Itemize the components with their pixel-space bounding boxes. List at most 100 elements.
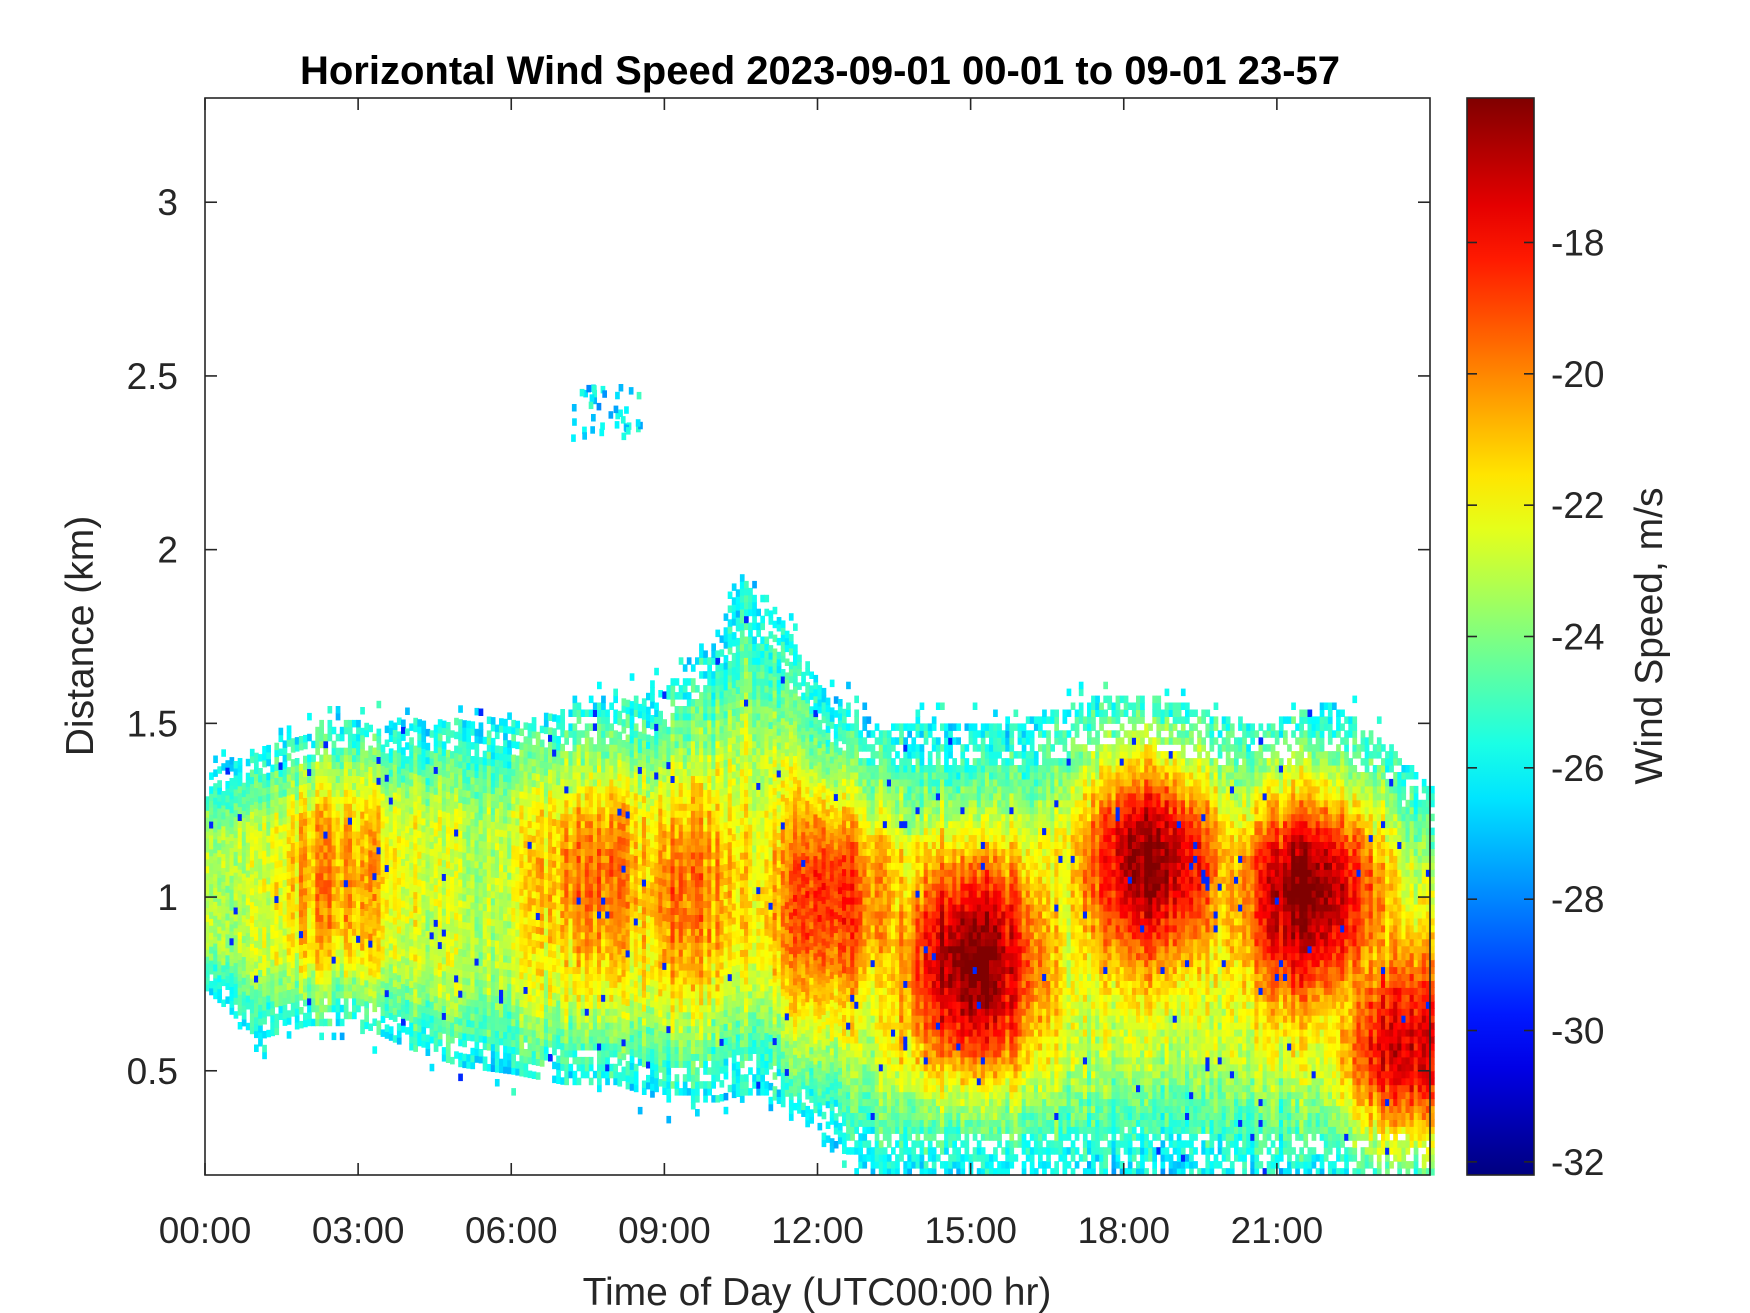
heatmap-cell <box>425 895 431 904</box>
heatmap-cell <box>450 834 455 842</box>
heatmap-cell <box>323 893 329 902</box>
heatmap-cell <box>262 1003 267 1011</box>
heatmap-cell <box>531 800 537 808</box>
heatmap-cell <box>380 911 386 919</box>
heatmap-cell <box>229 798 235 807</box>
heatmap-cell <box>588 1015 594 1023</box>
heatmap-cell <box>303 853 308 861</box>
heatmap-cell <box>360 866 365 875</box>
heatmap-cell <box>543 976 549 985</box>
heatmap-cell <box>625 866 631 874</box>
heatmap-cell <box>364 903 369 911</box>
heatmap-cell <box>347 803 353 811</box>
heatmap-cell <box>266 751 271 760</box>
heatmap-cell <box>564 994 569 1002</box>
heatmap-cell <box>499 912 504 921</box>
heatmap-cell <box>401 1018 406 1026</box>
heatmap-cell <box>274 784 280 792</box>
heatmap-cell <box>458 885 463 894</box>
heatmap-cell <box>503 1017 508 1025</box>
heatmap-cell <box>535 898 541 907</box>
heatmap-cell <box>454 919 459 927</box>
heatmap-cell <box>388 984 394 993</box>
heatmap-cell <box>556 742 561 751</box>
heatmap-cell <box>605 1043 610 1051</box>
heatmap-cell <box>641 920 647 929</box>
heatmap-cell <box>605 709 610 717</box>
heatmap-cell <box>548 873 553 881</box>
heatmap-cell <box>241 817 247 825</box>
heatmap-cell <box>650 777 655 786</box>
heatmap-cell <box>445 784 451 792</box>
heatmap-cell <box>490 779 496 788</box>
heatmap-cell <box>323 768 329 776</box>
heatmap-cell <box>343 956 349 964</box>
heatmap-cell <box>311 872 316 881</box>
heatmap-cell <box>584 862 590 870</box>
heatmap-cell <box>339 921 345 929</box>
heatmap-cell <box>601 792 606 801</box>
heatmap-cell <box>266 828 271 836</box>
heatmap-cell <box>633 1022 639 1030</box>
heatmap-cell <box>568 799 574 808</box>
heatmap-cell <box>323 789 329 797</box>
heatmap-cell <box>572 883 578 891</box>
heatmap-cell <box>274 985 280 994</box>
heatmap-cell <box>499 808 504 816</box>
heatmap-cell <box>601 758 606 766</box>
heatmap-cell <box>368 981 373 990</box>
heatmap-cell <box>384 989 390 998</box>
heatmap-cell <box>343 803 349 811</box>
heatmap-cell <box>458 969 463 977</box>
heatmap-cell <box>543 830 549 839</box>
heatmap-cell <box>523 1007 529 1015</box>
heatmap-cell <box>417 753 422 762</box>
heatmap-cell <box>470 756 476 764</box>
heatmap-cell <box>494 1030 500 1038</box>
heatmap-cell <box>388 804 394 812</box>
heatmap-cell <box>392 722 398 730</box>
heatmap-cell <box>294 744 300 752</box>
heatmap-cell <box>213 804 218 812</box>
heatmap-cell <box>543 761 549 769</box>
heatmap-cell <box>560 931 565 939</box>
heatmap-cell <box>580 772 586 780</box>
heatmap-cell <box>450 966 455 974</box>
heatmap-cell <box>425 819 431 827</box>
heatmap-cell <box>450 1029 455 1037</box>
heatmap-cell <box>209 814 214 822</box>
heatmap-cell <box>335 851 341 860</box>
heatmap-cell <box>454 863 459 872</box>
heatmap-cell <box>499 947 504 955</box>
heatmap-cell <box>507 1052 512 1061</box>
heatmap-cell <box>613 924 618 933</box>
heatmap-cell <box>249 797 255 805</box>
heatmap-cell <box>613 1008 618 1016</box>
heatmap-cell <box>249 839 255 847</box>
heatmap-cell <box>629 805 635 813</box>
heatmap-cell <box>368 919 373 927</box>
heatmap-cell <box>356 851 361 860</box>
heatmap-cell <box>396 766 402 774</box>
heatmap-cell <box>401 747 406 755</box>
heatmap-cell <box>548 908 553 916</box>
heatmap-cell <box>637 863 643 872</box>
heatmap-cell <box>384 941 390 949</box>
heatmap-cell <box>568 952 574 961</box>
heatmap-cell <box>617 752 623 760</box>
heatmap-cell <box>515 762 520 770</box>
heatmap-cell <box>499 1023 504 1032</box>
heatmap-cell <box>478 923 484 932</box>
heatmap-cell <box>535 822 541 830</box>
heatmap-cell <box>507 844 512 852</box>
heatmap-cell <box>531 807 537 815</box>
heatmap-cell <box>339 803 345 811</box>
heatmap-cell <box>347 775 353 783</box>
heatmap-cell <box>249 783 255 791</box>
heatmap-cell <box>499 989 504 997</box>
heatmap-cell <box>482 938 488 946</box>
heatmap-cell <box>356 838 361 846</box>
heatmap-cell <box>564 820 569 829</box>
heatmap-cell <box>311 990 316 999</box>
heatmap-cell <box>637 822 643 830</box>
